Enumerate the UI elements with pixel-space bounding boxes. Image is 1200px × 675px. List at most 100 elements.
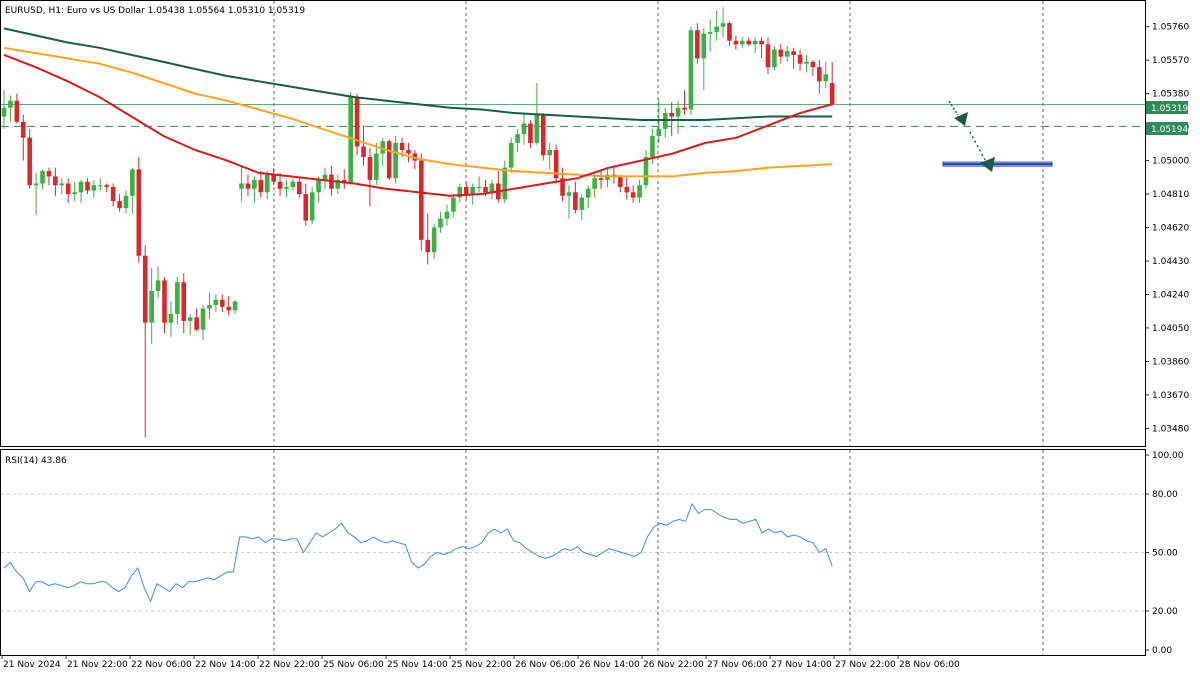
y-tick-label: 1.04810 [1152, 190, 1189, 200]
candle-body [451, 197, 456, 212]
candle-body [316, 179, 321, 193]
candle-body [399, 142, 405, 150]
candle-body [817, 67, 822, 82]
level-price-tag: 1.05194 [1151, 125, 1188, 135]
candle-body [181, 282, 187, 321]
candle-body [740, 40, 745, 45]
candle-body [264, 174, 270, 193]
candle-body [823, 74, 829, 82]
candle-body [502, 167, 508, 200]
candle-body [123, 195, 129, 209]
candle-body [752, 40, 758, 45]
candle-body [528, 123, 533, 143]
rsi-y-tick-label: 50.00 [1152, 549, 1178, 559]
y-tick-label: 1.04430 [1152, 257, 1189, 267]
candle-body [463, 187, 469, 195]
candle-body [374, 153, 379, 180]
rsi-y-tick-label: 20.00 [1152, 607, 1178, 617]
x-tick-label: 25 Nov 22:00 [451, 660, 512, 670]
candle-body [239, 183, 244, 189]
y-tick-label: 1.05760 [1152, 23, 1189, 33]
candle-body [618, 176, 623, 187]
current-price-tag-bg [1146, 101, 1188, 114]
x-tick-label: 27 Nov 06:00 [707, 660, 768, 670]
candle-body [560, 178, 565, 196]
candle-body [720, 23, 726, 27]
candle-body [78, 181, 84, 193]
candle-body [682, 107, 687, 110]
rsi-y-tick-label: 100.00 [1152, 451, 1184, 461]
candle-body [226, 306, 231, 311]
y-tick-label: 1.05000 [1152, 157, 1189, 167]
candle-body [354, 97, 360, 147]
axes: 1.057601.055701.053801.051901.050001.048… [1, 23, 1189, 670]
candle-body [65, 183, 71, 195]
candle-body [707, 31, 713, 34]
x-tick-label: 21 Nov 2024 [3, 660, 61, 670]
candle-body [277, 181, 283, 189]
candle-body [33, 183, 39, 186]
annotations [942, 100, 1053, 172]
candle-body [431, 227, 437, 253]
candle-body [598, 178, 604, 180]
candle-body [406, 150, 411, 154]
candle-body [592, 178, 597, 189]
candle-body [232, 301, 238, 311]
candle-body [149, 290, 154, 323]
level-price-tag-bg [1146, 122, 1188, 135]
candle-body [380, 141, 386, 154]
candle-body [207, 305, 212, 309]
candle-body [322, 174, 328, 180]
candle-body [200, 308, 206, 330]
candle-body [688, 30, 694, 110]
x-tick-label: 22 Nov 06:00 [131, 660, 192, 670]
candle-body [98, 185, 103, 187]
candle-body [508, 142, 514, 168]
candle-body [46, 171, 52, 177]
candle-body [284, 187, 289, 189]
x-tick-label: 26 Nov 14:00 [579, 660, 640, 670]
candle-body [547, 150, 552, 156]
candle-body [444, 211, 450, 219]
candle-body [72, 192, 77, 195]
candle-body [553, 150, 559, 179]
rsi-indicator [1, 493, 1145, 612]
candle-body [470, 187, 475, 195]
candle-body [258, 179, 264, 193]
y-tick-label: 1.04240 [1152, 290, 1189, 300]
candle-body [194, 317, 199, 330]
symbol-header: EURUSD, H1: Euro vs US Dollar 1.05438 1.… [5, 6, 305, 16]
candles [1, 7, 835, 438]
candle-body [309, 192, 315, 221]
main-panel-frame [0, 0, 1146, 447]
current-price-tag: 1.05319 [1151, 104, 1188, 114]
candle-body [630, 192, 636, 198]
candle-body [361, 146, 366, 158]
candle-body [605, 174, 610, 180]
candle-body [297, 181, 302, 195]
candle-body [252, 179, 257, 189]
candle-body [650, 135, 655, 158]
rsi-y-tick-label: 0.00 [1152, 646, 1172, 656]
candle-body [393, 142, 398, 179]
candle-body [130, 169, 135, 196]
candle-body [476, 187, 482, 188]
candle-body [579, 197, 585, 210]
candle-body [290, 181, 296, 187]
y-tick-label: 1.04050 [1152, 324, 1189, 334]
y-tick-label: 1.04620 [1152, 224, 1189, 234]
candle-body [142, 255, 148, 323]
y-tick-label: 1.03860 [1152, 357, 1189, 367]
candle-body [810, 61, 816, 68]
candle-body [91, 185, 97, 191]
candle-body [14, 100, 20, 122]
x-tick-label: 27 Nov 14:00 [771, 660, 832, 670]
candle-body [772, 49, 777, 68]
candle-body [701, 33, 707, 59]
rsi-y-tick-label: 80.00 [1152, 490, 1178, 500]
candle-body [425, 239, 431, 253]
candle-body [187, 317, 193, 321]
candle-body [695, 30, 700, 59]
candle-body [271, 174, 276, 182]
candle-body [20, 121, 26, 138]
